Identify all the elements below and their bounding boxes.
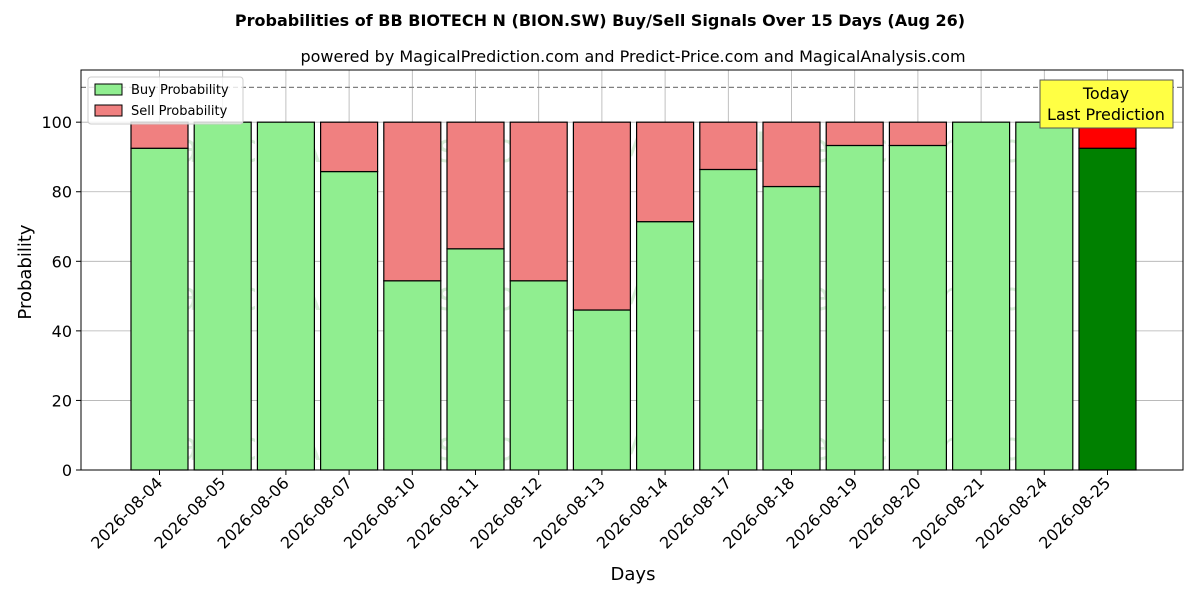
buy-bar — [130, 147, 189, 471]
sell-bar — [699, 121, 758, 171]
legend-box — [87, 76, 244, 125]
sell-bar — [825, 121, 884, 147]
sell-bar — [762, 121, 821, 188]
y-tick-label: 80 — [52, 183, 72, 202]
legend: Buy Probability Sell Probability — [87, 76, 244, 125]
buy-bar — [635, 221, 695, 471]
buy-bar — [699, 168, 758, 471]
y-tick-label: 100 — [41, 113, 72, 132]
buy-bar — [320, 170, 379, 471]
buy-bar — [762, 185, 821, 471]
sell-bar — [383, 121, 442, 282]
plot-frame — [80, 69, 1184, 471]
buy-bar — [825, 144, 884, 471]
buy-bar — [572, 309, 632, 471]
buy-bar — [1015, 121, 1074, 471]
x-axis-label: Days — [611, 564, 656, 585]
sell-bar — [446, 121, 505, 250]
legend-swatch-buy — [94, 83, 123, 96]
buy-bar — [256, 121, 315, 471]
sell-bar — [320, 121, 379, 173]
bars-layer — [81, 86, 1183, 471]
y-axis-label: Probability — [15, 224, 36, 319]
legend-label-buy: Buy Probability — [131, 83, 229, 98]
buy-bar — [446, 248, 505, 471]
buy-bar — [1078, 147, 1137, 471]
buy-bar — [193, 121, 252, 471]
buy-bar — [509, 280, 568, 471]
buy-bar — [951, 121, 1011, 471]
y-tick-label: 60 — [52, 252, 72, 271]
annotation-box — [1039, 79, 1174, 129]
chart-subtitle: powered by MagicalPrediction.com and Pre… — [300, 47, 965, 66]
today-annotation: Today Last Prediction — [1039, 79, 1174, 129]
sell-bar — [635, 121, 695, 223]
chart-title: Probabilities of BB BIOTECH N (BION.SW) … — [235, 11, 965, 30]
sell-bar — [130, 121, 189, 149]
annotation-line1: Today — [1082, 84, 1129, 103]
buy-bar — [888, 144, 948, 471]
sell-bar — [572, 121, 632, 311]
sell-bar — [509, 121, 568, 282]
legend-label-sell: Sell Probability — [131, 104, 228, 119]
y-tick-label: 40 — [52, 322, 72, 341]
annotation-line2: Last Prediction — [1047, 105, 1165, 124]
legend-swatch-sell — [94, 104, 123, 117]
y-tick-label: 20 — [52, 391, 72, 410]
buy-bar — [383, 280, 442, 471]
sell-bar — [888, 121, 948, 147]
y-tick-label: 0 — [62, 461, 72, 480]
